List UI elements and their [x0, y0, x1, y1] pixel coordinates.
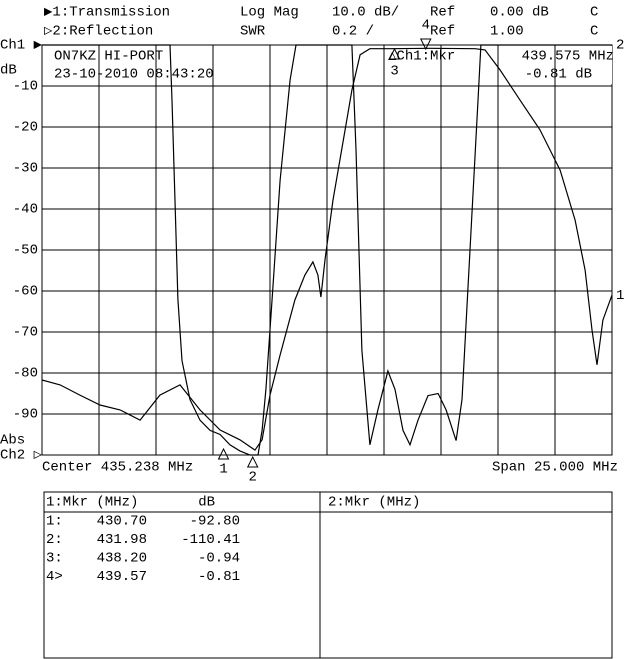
- header-text: Ref: [430, 5, 455, 21]
- y-tick-label: -20: [13, 120, 38, 136]
- marker-title: △Ch1:Mkr: [388, 49, 455, 65]
- unit-label: dB: [0, 63, 17, 79]
- marker-label: 2: [249, 470, 257, 486]
- trace: [41, 47, 613, 451]
- legend-label: 1: [616, 288, 624, 304]
- station-label: ON7KZ HI-PORT: [54, 49, 163, 65]
- header-text: C: [590, 24, 598, 40]
- y-tick-label: -70: [13, 325, 38, 341]
- y-tick-label: -30: [13, 161, 38, 177]
- marker: [388, 47, 401, 60]
- y-tick-label: -90: [13, 407, 38, 423]
- marker-label: 3: [390, 64, 398, 80]
- header-text: 0.2 /: [332, 24, 374, 40]
- header-text: SWR: [240, 24, 266, 40]
- span-label: Span 25.000 MHz: [492, 460, 618, 476]
- table-cell: 431.98: [97, 532, 147, 548]
- marker-label: 1: [219, 462, 227, 478]
- marker: [217, 447, 230, 460]
- marker-freq: 439.575 MHz: [522, 49, 614, 65]
- table-cell: -0.81: [198, 569, 240, 585]
- table-header: 2:Mkr (MHz): [328, 495, 420, 511]
- header-text: 1.00: [490, 24, 524, 40]
- table-cell: 3:: [46, 551, 63, 567]
- trace: [42, 44, 612, 456]
- center-label: Center 435.238 MHz: [42, 460, 193, 476]
- header-text: ▶1:Transmission: [44, 5, 170, 21]
- marker-value: -0.81 dB: [525, 67, 592, 83]
- legend-label: 2: [616, 38, 624, 54]
- header-text: 0.00 dB: [490, 5, 549, 21]
- header-text: 10.0 dB/: [332, 5, 399, 21]
- y-tick-label: -80: [13, 366, 38, 382]
- y-tick-label: -40: [13, 202, 38, 218]
- channel-label: Ch1 ▶: [0, 38, 43, 54]
- header-text: Log Mag: [240, 5, 299, 21]
- table-cell: 1:: [46, 514, 63, 530]
- y-tick-label: -10: [13, 79, 38, 95]
- y-tick-label: -60: [13, 284, 38, 300]
- channel-label: Abs: [0, 433, 25, 449]
- marker-label: 4: [422, 18, 430, 34]
- marker: [419, 38, 432, 51]
- table-cell: 430.70: [97, 514, 147, 530]
- table-cell: -0.94: [198, 551, 240, 567]
- table-header: dB: [198, 495, 215, 511]
- table-cell: 438.20: [97, 551, 147, 567]
- datetime-label: 23-10-2010 08:43:20: [54, 67, 214, 83]
- channel-label: Ch2 ▷: [0, 448, 43, 464]
- table-cell: -92.80: [190, 514, 240, 530]
- y-tick-label: -50: [13, 243, 38, 259]
- header-text: ▷2:Reflection: [44, 24, 153, 40]
- table-cell: 439.57: [97, 569, 147, 585]
- table-cell: -110.41: [181, 532, 240, 548]
- table-header: 1:Mkr (MHz): [46, 495, 138, 511]
- marker-readout-bg: [390, 46, 612, 84]
- overlay-bg: [50, 46, 270, 84]
- table-cell: 2:: [46, 532, 63, 548]
- marker-table-frame: [43, 491, 613, 659]
- table-cell: 4>: [46, 569, 63, 585]
- marker: [246, 455, 259, 468]
- header-text: Ref: [430, 24, 455, 40]
- header-text: C: [590, 5, 598, 21]
